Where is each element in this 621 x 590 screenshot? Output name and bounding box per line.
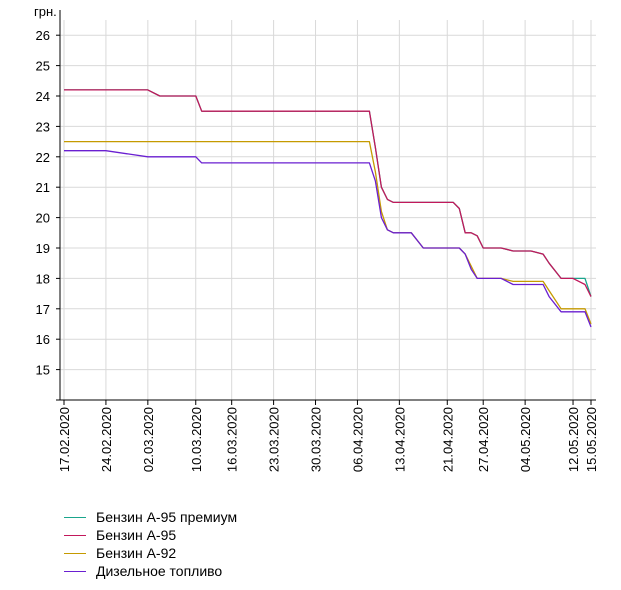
y-tick-label: 23 [36, 119, 50, 134]
series-line-2 [64, 89, 592, 297]
legend-label: Дизельное топливо [96, 563, 223, 579]
y-tick-label: 24 [36, 89, 50, 104]
y-tick-label: 22 [36, 150, 50, 165]
legend-label: Бензин А-95 премиум [96, 509, 238, 525]
price-chart: грн. 15 16 17 18 19 20 21 22 23 24 25 26 17.02.2020… [34, 4, 599, 472]
x-tick-label: 04.05.2020 [518, 407, 533, 472]
legend-item: Бензин А-95 [64, 526, 237, 544]
y-tick-label: 21 [36, 180, 50, 195]
y-tick-label: 15 [36, 363, 50, 378]
y-tick-label: 20 [36, 211, 50, 226]
legend: Бензин А-95 премиум Бензин А-95 Бензин А-9… [64, 508, 237, 580]
series-lines [64, 89, 592, 328]
y-tick-label: 17 [36, 302, 50, 317]
x-tick-label: 30.03.2020 [309, 407, 324, 472]
x-tick-label: 06.04.2020 [350, 407, 365, 472]
x-tick-label: 23.03.2020 [267, 407, 282, 472]
x-tick-label: 02.03.2020 [141, 407, 156, 472]
x-tick-label: 27.04.2020 [476, 407, 491, 472]
axes [59, 10, 596, 401]
x-tick-label: 15.05.2020 [584, 407, 599, 472]
series-line-1 [64, 89, 592, 297]
x-tick-label: 10.03.2020 [189, 407, 204, 472]
grid [60, 20, 596, 400]
x-axis-ticks: 17.02.2020 24.02.2020 02.03.2020 10.03.2020… [57, 400, 599, 472]
series-line-3 [64, 140, 592, 325]
x-tick-label: 16.03.2020 [225, 407, 240, 472]
legend-swatch [64, 534, 86, 536]
legend-label: Бензин А-95 [96, 527, 177, 543]
x-tick-label: 17.02.2020 [57, 407, 72, 472]
legend-swatch [64, 570, 86, 572]
series-line-4 [64, 150, 592, 328]
y-axis-unit-label: грн. [34, 4, 57, 19]
y-tick-label: 26 [36, 28, 50, 43]
legend-label: Бензин А-92 [96, 545, 177, 561]
x-tick-label: 12.05.2020 [566, 407, 581, 472]
y-tick-label: 19 [36, 241, 50, 256]
legend-swatch [64, 516, 86, 518]
x-tick-label: 21.04.2020 [440, 407, 455, 472]
legend-item: Бензин А-95 премиум [64, 508, 237, 526]
legend-item: Дизельное топливо [64, 562, 237, 580]
x-tick-label: 13.04.2020 [392, 407, 407, 472]
y-axis-ticks: 15 16 17 18 19 20 21 22 23 24 25 26 [36, 28, 60, 401]
legend-swatch [64, 552, 86, 554]
y-tick-label: 18 [36, 271, 50, 286]
x-tick-label: 24.02.2020 [99, 407, 114, 472]
legend-item: Бензин А-92 [64, 544, 237, 562]
y-tick-label: 25 [36, 59, 50, 74]
y-tick-label: 16 [36, 332, 50, 347]
